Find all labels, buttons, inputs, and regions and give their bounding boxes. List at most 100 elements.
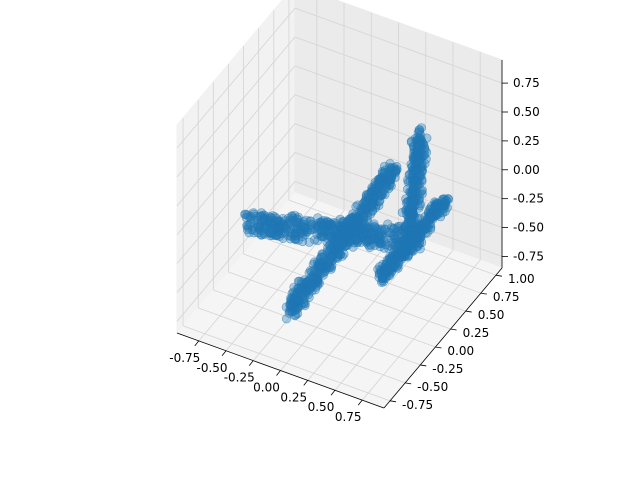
data-point (414, 125, 424, 135)
y-tick-label: 0.25 (463, 326, 490, 340)
grid-lines (176, 0, 503, 402)
gridline-x-floor (361, 259, 481, 401)
x-tick-mark (330, 389, 336, 396)
data-point (274, 231, 285, 241)
data-point (312, 222, 323, 232)
data-point (362, 236, 372, 246)
gridline-y-floor (243, 253, 451, 330)
y-axis-line (383, 267, 503, 409)
data-point (403, 184, 413, 194)
gridline-z-left (176, 65, 296, 207)
gridline-z-left (176, 36, 296, 178)
data-point (407, 162, 417, 172)
data-point (414, 193, 424, 204)
x-tick-label: -0.75 (169, 351, 200, 365)
data-point (392, 223, 402, 233)
data-point (314, 267, 324, 277)
data-point (356, 205, 367, 215)
data-point (266, 213, 276, 223)
y-tick-label: -0.75 (402, 398, 433, 412)
data-point (304, 237, 314, 247)
data-point (378, 277, 389, 287)
data-point (358, 229, 368, 239)
data-point (326, 219, 336, 229)
x-tick-mark (248, 360, 254, 366)
y-tick-label: 1.00 (508, 272, 535, 286)
data-point (240, 209, 250, 219)
y-tick-mark (450, 328, 457, 331)
data-point (249, 215, 259, 225)
gridline-x-floor (307, 240, 427, 381)
gridline-z-left (176, 181, 296, 322)
x-tick-label: -0.25 (224, 371, 255, 385)
data-point (399, 249, 409, 260)
x-tick-label: 0.75 (335, 410, 362, 424)
z-tick-label: 0.50 (513, 105, 540, 119)
gridline-y-floor (288, 199, 497, 276)
x-tick-mark (357, 399, 363, 406)
data-point (301, 225, 311, 235)
gridline-z-back (294, 123, 503, 200)
gridline-y-floor (198, 307, 406, 384)
data-point (400, 220, 411, 230)
data-point (385, 227, 395, 237)
gridline-y-floor (228, 271, 436, 348)
data-point (322, 246, 332, 257)
data-point (285, 306, 295, 316)
data-point (243, 220, 253, 231)
data-point (270, 212, 280, 222)
y-tick-mark (420, 364, 427, 367)
y-tick-mark (435, 346, 442, 349)
gridline-y-floor (258, 235, 466, 312)
y-tick-mark (389, 400, 397, 403)
gridline-z-back (294, 7, 503, 84)
data-point (369, 221, 379, 231)
data-point (352, 235, 362, 245)
data-point (375, 196, 385, 206)
data-point (408, 173, 418, 183)
data-point (382, 233, 392, 243)
data-point (415, 142, 425, 152)
data-point (281, 314, 292, 324)
gridline-z-back (294, 36, 503, 113)
gridline-z-back (294, 152, 503, 228)
gridline-z-left (176, 123, 296, 264)
z-tick-label: -0.25 (513, 192, 544, 206)
data-point (406, 137, 417, 147)
x-tick-mark (303, 380, 309, 386)
x-tick-label: 0.00 (253, 381, 280, 395)
y-tick-label: 0.75 (493, 290, 520, 304)
data-point (364, 189, 374, 199)
data-point (278, 220, 288, 230)
y-tick-label: 0.00 (447, 344, 474, 358)
x-tick-label: 0.25 (280, 390, 307, 404)
data-point (296, 290, 306, 300)
data-point (409, 196, 419, 206)
x-tick-label: 0.50 (308, 400, 335, 414)
y-tick-mark (480, 292, 487, 295)
gridline-z-left (176, 152, 296, 293)
z-tick-label: -0.50 (513, 221, 544, 235)
data-point (410, 134, 420, 144)
data-point (372, 233, 383, 243)
tick-labels: -0.75-0.50-0.250.000.250.500.75-0.75-0.5… (169, 76, 544, 424)
y-tick-mark (405, 382, 412, 385)
data-point (412, 164, 422, 174)
data-point (379, 243, 390, 253)
gridline-z-back (294, 181, 503, 257)
x-tick-mark (276, 370, 281, 376)
data-point (264, 227, 275, 237)
data-point (413, 132, 423, 143)
x-tick-mark (194, 340, 200, 347)
data-point (411, 155, 421, 165)
data-point (275, 217, 285, 227)
gridline-z-left (176, 94, 296, 236)
z-tick-label: 0.75 (513, 76, 540, 90)
data-point (368, 231, 378, 241)
gridline-x-floor (280, 230, 399, 371)
data-point (300, 300, 310, 311)
y-tick-label: -0.50 (417, 380, 448, 394)
z-tick-label: -0.75 (513, 249, 544, 263)
data-point (288, 213, 298, 223)
